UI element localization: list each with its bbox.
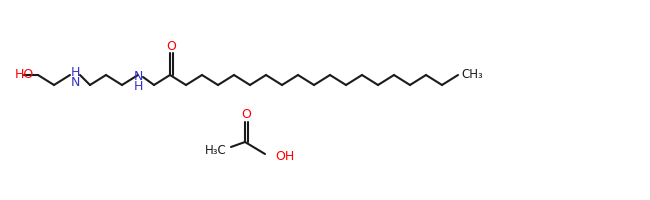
- Text: H₃C: H₃C: [205, 144, 227, 156]
- Text: N: N: [70, 75, 80, 88]
- Text: HO: HO: [15, 68, 34, 82]
- Text: O: O: [166, 40, 176, 52]
- Text: O: O: [241, 108, 251, 121]
- Text: H: H: [133, 80, 143, 94]
- Text: OH: OH: [275, 150, 294, 162]
- Text: N: N: [133, 71, 143, 84]
- Text: H: H: [70, 66, 80, 78]
- Text: CH₃: CH₃: [461, 68, 483, 82]
